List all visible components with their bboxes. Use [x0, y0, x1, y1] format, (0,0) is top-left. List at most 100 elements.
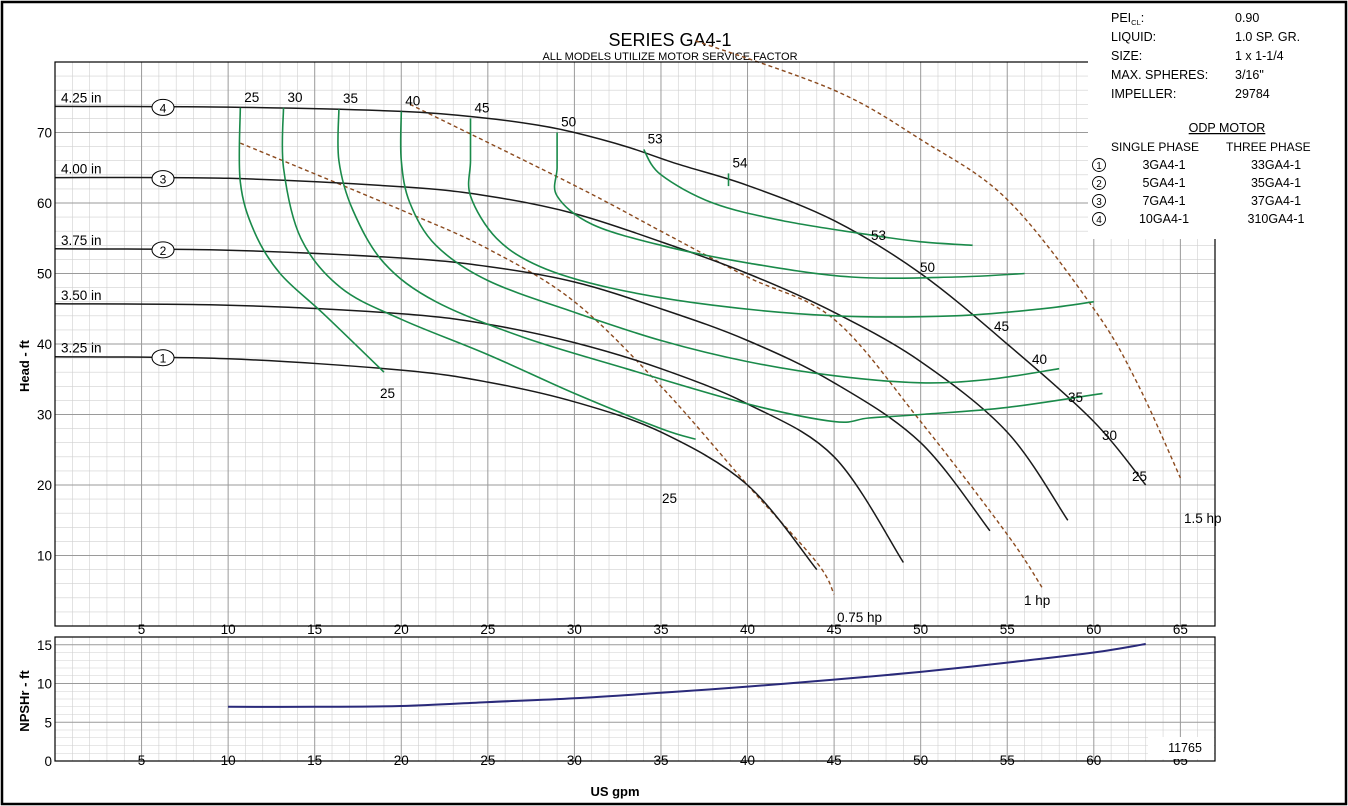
model-number: 2 [1096, 179, 1102, 190]
three-phase-header: THREE PHASE [1226, 140, 1311, 154]
model-marker-number: 3 [160, 173, 167, 187]
model-number-circle [1092, 212, 1106, 226]
chart-subtitle: ALL MODELS UTILIZE MOTOR SERVICE FACTOR [542, 51, 797, 63]
efficiency-curve [281, 107, 696, 440]
x-tick-label: 10 [221, 622, 236, 637]
efficiency-label: 40 [405, 93, 420, 108]
x-tick-label: 50 [913, 622, 928, 637]
impeller-curve [54, 105, 1147, 486]
single-phase-model: 5GA4-1 [1142, 176, 1185, 190]
info-value: 1.0 SP. GR. [1235, 30, 1300, 44]
single-phase-model: 10GA4-1 [1139, 212, 1189, 226]
single-phase-model: 3GA4-1 [1142, 158, 1185, 172]
npsh-y-tick-label: 10 [37, 677, 52, 692]
x-tick-label: 35 [653, 622, 668, 637]
efficiency-label: 53 [648, 131, 663, 146]
npsh-y-tick-label: 0 [44, 754, 52, 769]
info-rows: PEICL: 0.90 LIQUID: 1.0 SP. GR. SIZE: 1 x 1-1… [1111, 11, 1300, 101]
efficiency-curve [643, 148, 973, 247]
info-panel: PEICL: 0.90 LIQUID: 1.0 SP. GR. SIZE: 1 x 1-1… [1088, 5, 1343, 239]
efficiency-label: 45 [475, 100, 490, 115]
model-number-circle [1092, 176, 1106, 190]
x-tick-label: 25 [480, 622, 495, 637]
y-tick-label: 60 [37, 196, 52, 211]
main-plot-grid [55, 62, 1215, 626]
main-y-tick-labels: 10 20 30 40 50 60 70 [37, 126, 52, 564]
npsh-y-tick-label: 5 [44, 715, 52, 730]
y-tick-label: 30 [37, 408, 52, 423]
info-label: LIQUID: [1111, 30, 1156, 44]
impeller-diameter-label: 3.25 in [61, 341, 102, 356]
horsepower-label: 0.75 hp [837, 610, 882, 625]
npsh-y-axis-label: NPSHr - ft [17, 670, 32, 732]
efficiency-end-label: 45 [994, 319, 1009, 334]
x-tick-label: 20 [394, 622, 409, 637]
model-number: 3 [1096, 197, 1102, 208]
efficiency-end-label: 40 [1032, 352, 1047, 367]
model-number-circle [1092, 158, 1106, 172]
efficiency-end-label: 35 [1068, 390, 1083, 405]
horsepower-curve [240, 142, 835, 595]
model-marker-circle [151, 241, 175, 259]
x-tick-label: 60 [1086, 622, 1101, 637]
info-value: 0.90 [1235, 11, 1259, 25]
main-plot-border [54, 61, 1216, 627]
catalog-number: 11765 [1168, 741, 1202, 755]
x-tick-label: 5 [138, 622, 146, 637]
impeller-curve [54, 176, 1069, 521]
impeller-diameter-label: 3.75 in [61, 233, 102, 248]
horsepower-curve [695, 40, 1182, 479]
impeller-curve [54, 303, 905, 563]
y-tick-label: 20 [37, 478, 52, 493]
x-tick-label: 55 [1000, 622, 1015, 637]
info-value: 1 x 1-1/4 [1235, 49, 1284, 63]
catalog-number-box [1148, 737, 1214, 759]
horsepower-label: 1 hp [1024, 593, 1050, 608]
single-phase-model: 7GA4-1 [1142, 194, 1185, 208]
model-number-circle [1092, 194, 1106, 208]
efficiency-end-label: 50 [920, 260, 935, 275]
x-tick-label: 65 [1173, 622, 1188, 637]
npsh-plot-border [54, 636, 1216, 762]
efficiency-label: 54 [732, 155, 748, 170]
model-marker-circle [151, 349, 175, 367]
info-panel-background [1088, 5, 1343, 239]
x-tick-label: 15 [307, 622, 322, 637]
efficiency-label: 30 [288, 90, 303, 105]
y-tick-label: 70 [37, 126, 52, 141]
horsepower-curve [409, 103, 1043, 588]
model-rows: 1 3GA4-1 33GA4-12 5GA4-1 35GA4-13 7GA4-1 37GA4… [1092, 158, 1305, 226]
efficiency-curves: 25 30 35 40 45 50 53 54 25 30 35 40 45 50 53 25 25 [238, 90, 1147, 506]
npsh-line [228, 643, 1146, 708]
efficiency-end-label: 53 [871, 228, 886, 243]
efficiency-end-label: 30 [1102, 428, 1117, 443]
impeller-curve [54, 355, 818, 571]
x-axis-label: US gpm [590, 784, 639, 799]
info-label: PEICL: [1111, 11, 1144, 27]
efficiency-label: 25 [244, 90, 259, 105]
efficiency-curve [553, 132, 1025, 280]
model-marker-number: 1 [160, 352, 167, 366]
npsh-y-tick-labels: 0 5 10 15 [37, 638, 52, 769]
y-tick-label: 50 [37, 267, 52, 282]
impeller-diameter-label: 4.25 in [61, 90, 102, 105]
model-marker-circle [151, 98, 175, 116]
efficiency-curve [467, 118, 1094, 318]
info-label: MAX. SPHERES: [1111, 68, 1208, 82]
impeller-diameter-label: 4.00 in [61, 162, 102, 177]
y-tick-label: 40 [37, 337, 52, 352]
efficiency-curve [337, 109, 1103, 423]
npsh-y-tick-label: 15 [37, 638, 52, 653]
three-phase-model: 37GA4-1 [1251, 194, 1301, 208]
x-tick-label: 40 [740, 622, 755, 637]
info-value: 29784 [1235, 87, 1270, 101]
chart-title: SERIES GA4-1 [608, 30, 731, 50]
model-marker-circle [151, 170, 175, 188]
model-number: 4 [1096, 215, 1102, 226]
three-phase-model: 310GA4-1 [1248, 212, 1305, 226]
motor-title: ODP MOTOR [1189, 121, 1266, 135]
efficiency-label: 50 [561, 115, 576, 130]
three-phase-model: 35GA4-1 [1251, 176, 1301, 190]
info-label: SIZE: [1111, 49, 1142, 63]
efficiency-curve [238, 107, 385, 373]
